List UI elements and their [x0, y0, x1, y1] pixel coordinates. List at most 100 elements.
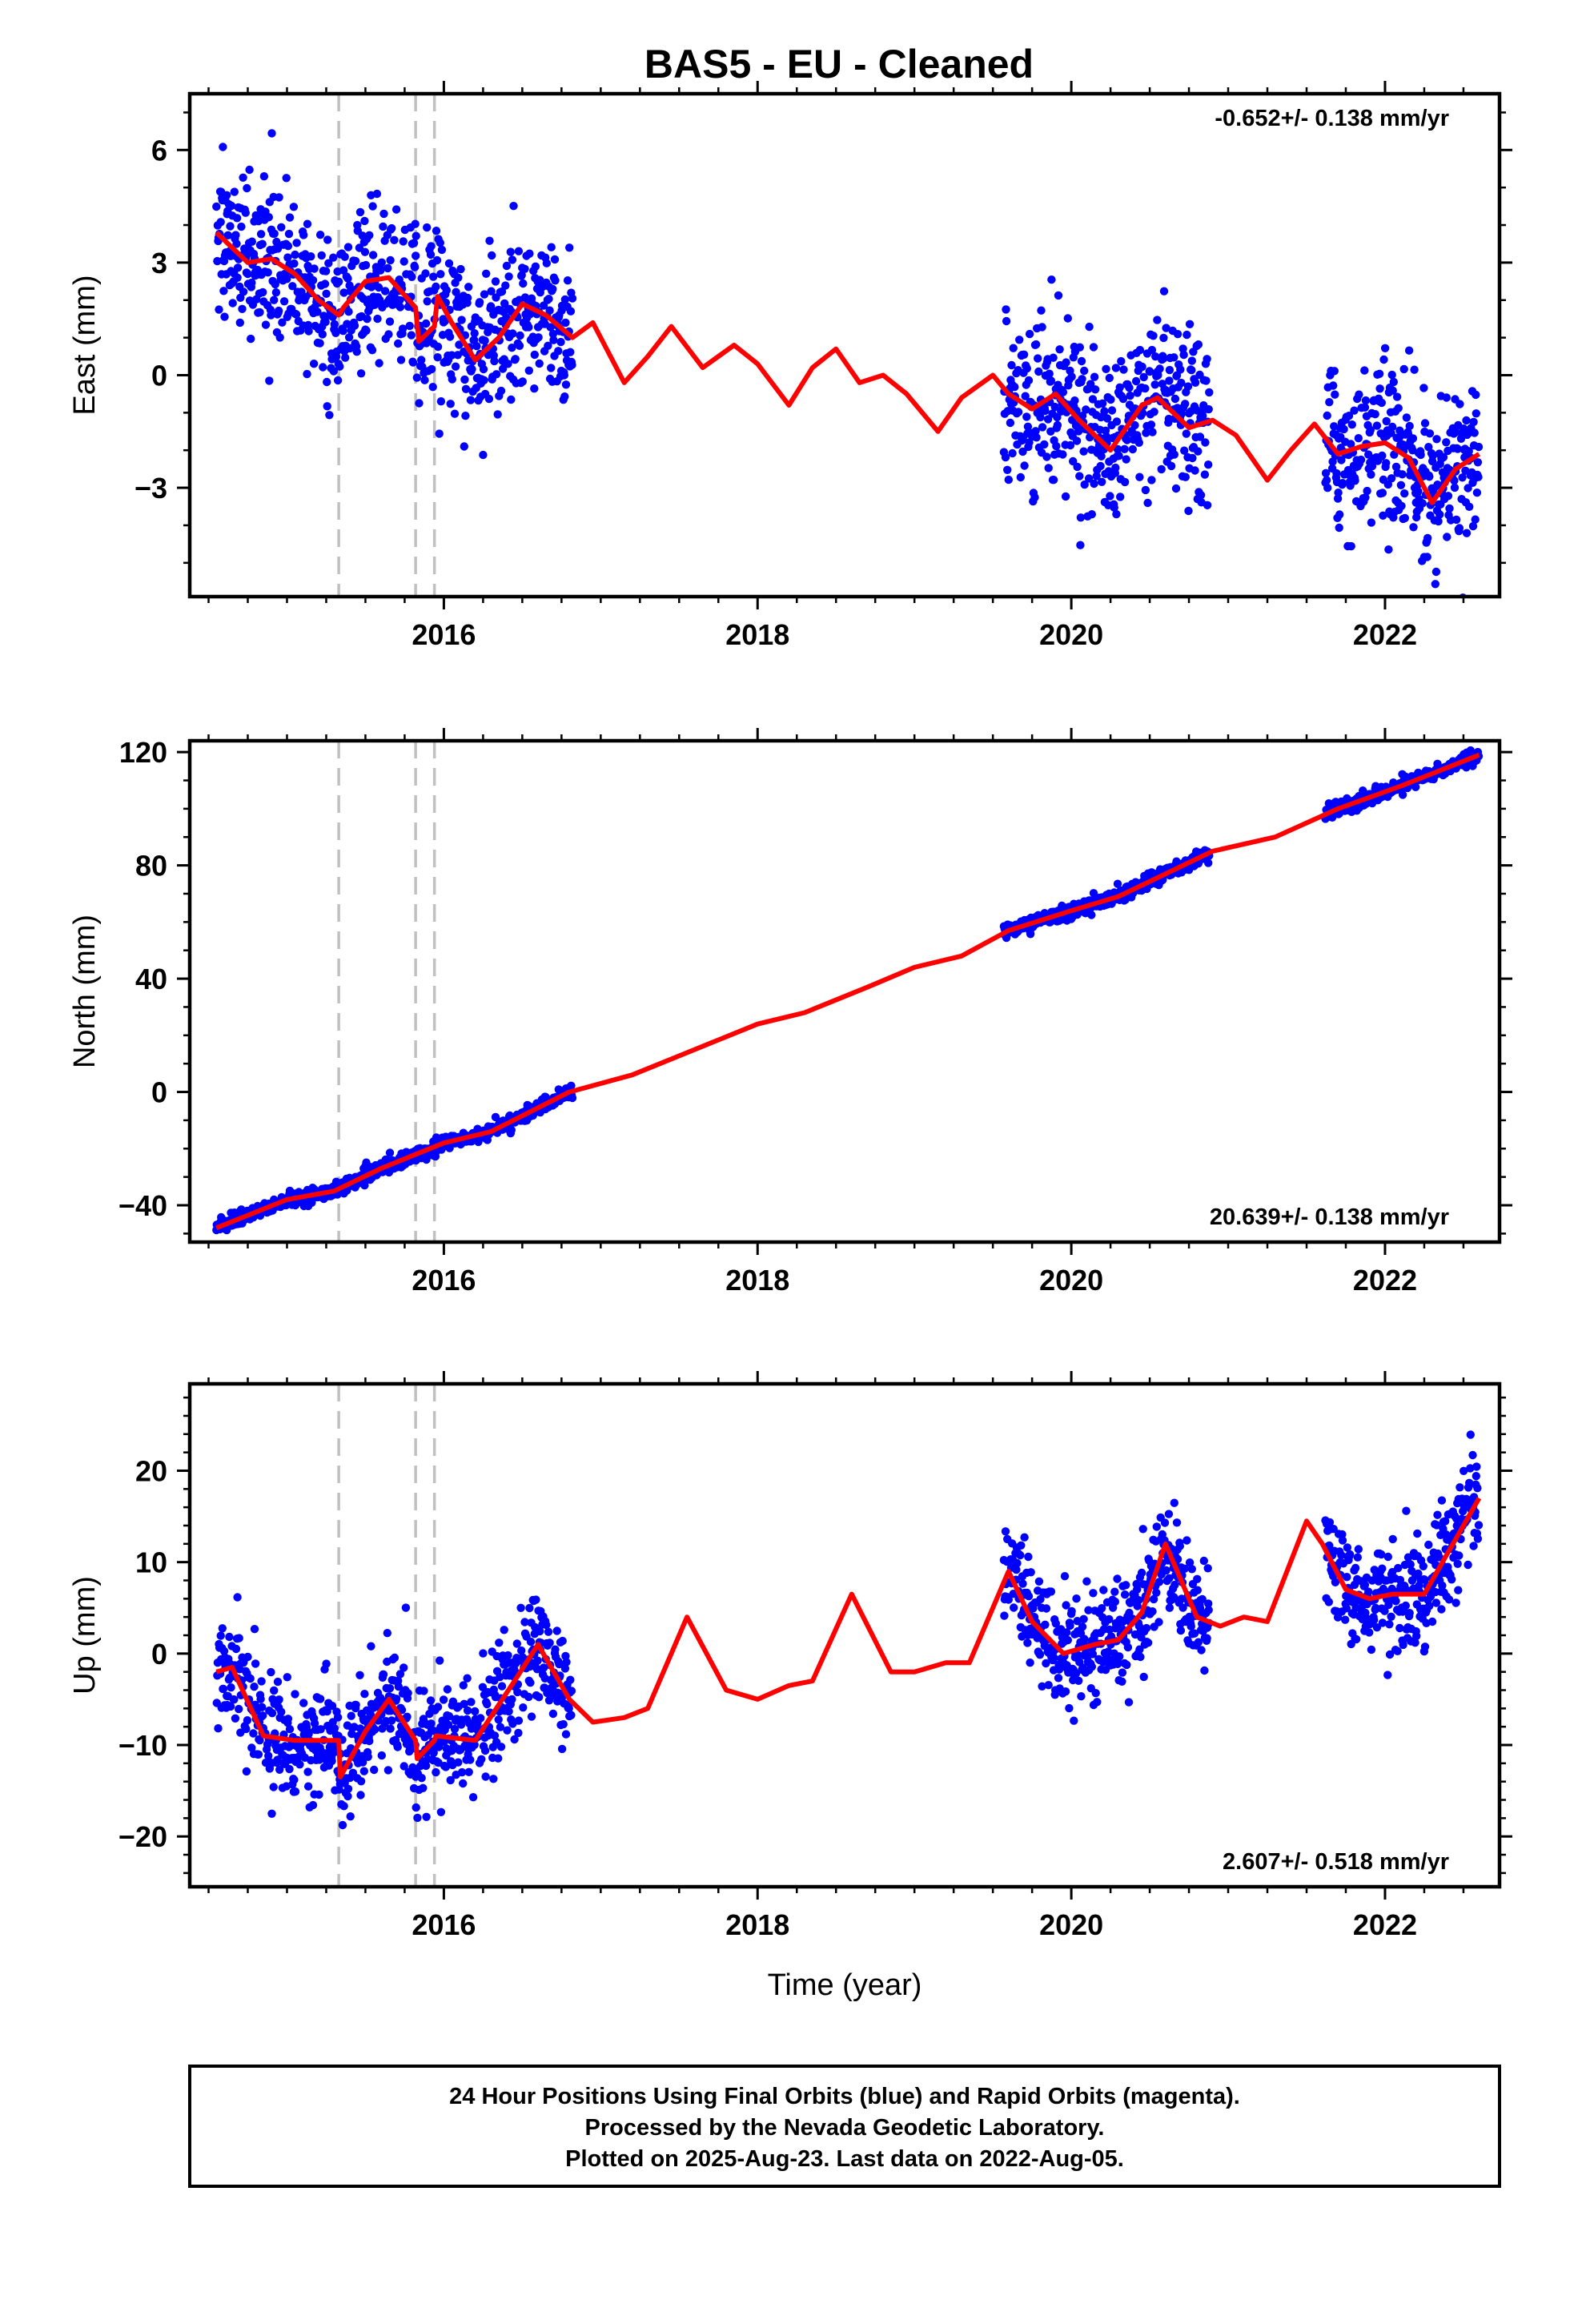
- east-point: [231, 231, 240, 239]
- up-point: [1067, 1606, 1076, 1616]
- east-point: [259, 172, 269, 181]
- up-point: [218, 1624, 227, 1633]
- north-frame: [187, 738, 1502, 1244]
- east-point: [534, 333, 543, 342]
- east-point: [412, 251, 420, 260]
- up-point: [1414, 1569, 1423, 1578]
- east-point: [1367, 518, 1376, 527]
- east-point: [365, 231, 374, 239]
- east-point: [282, 174, 291, 183]
- up-point: [1071, 1669, 1081, 1678]
- up-y-tick-0: −20: [118, 1820, 167, 1853]
- up-point: [539, 1663, 548, 1672]
- east-point: [307, 252, 315, 261]
- east-point: [1090, 372, 1099, 381]
- up-point: [235, 1704, 243, 1714]
- up-point: [235, 1634, 243, 1642]
- up-point: [385, 1684, 395, 1693]
- east-point: [216, 218, 225, 227]
- east-point: [1431, 580, 1440, 589]
- up-point: [246, 1674, 255, 1683]
- east-point: [1474, 472, 1483, 481]
- east-point: [1181, 400, 1190, 408]
- up-point: [377, 1751, 386, 1760]
- east-point: [1080, 480, 1089, 489]
- east-point: [1185, 320, 1195, 328]
- up-point: [267, 1667, 275, 1677]
- up-point: [1199, 1556, 1209, 1566]
- east-point: [1443, 492, 1453, 501]
- up-point: [1412, 1631, 1421, 1641]
- east-point: [1110, 503, 1118, 512]
- east-point: [1398, 470, 1407, 479]
- up-point: [1099, 1586, 1108, 1594]
- up-point: [555, 1659, 564, 1669]
- up-point: [264, 1751, 273, 1760]
- up-point: [496, 1743, 506, 1751]
- east-point: [1122, 455, 1130, 464]
- east-point: [468, 364, 476, 374]
- east-point: [1171, 484, 1181, 493]
- east-point: [212, 202, 221, 211]
- up-y-tick-1: −10: [118, 1729, 167, 1762]
- east-point: [1371, 410, 1379, 419]
- east-point: [228, 299, 237, 308]
- east-point: [1329, 381, 1338, 390]
- east-point: [1394, 404, 1403, 412]
- east-point: [1360, 403, 1370, 412]
- east-point: [1025, 329, 1034, 339]
- east-point: [1408, 434, 1418, 443]
- east-point: [426, 250, 436, 259]
- up-point: [1004, 1595, 1014, 1604]
- east-point: [464, 283, 473, 292]
- up-point: [359, 1767, 368, 1775]
- up-point: [477, 1755, 486, 1763]
- up-point: [1123, 1642, 1133, 1652]
- up-point: [1325, 1518, 1335, 1527]
- east-point: [384, 330, 393, 339]
- up-rate-label: 2.607+/- 0.518 mm/yr: [1223, 1849, 1449, 1875]
- east-point: [396, 296, 404, 304]
- east-point: [391, 205, 401, 214]
- up-point: [1105, 1614, 1114, 1624]
- east-point: [1194, 447, 1203, 456]
- up-point: [1371, 1603, 1380, 1613]
- east-point: [1338, 479, 1347, 488]
- east-point: [1006, 418, 1015, 428]
- east-point: [1456, 400, 1464, 408]
- east-point: [1100, 407, 1109, 416]
- east-point: [1061, 492, 1070, 501]
- east-point: [1102, 364, 1110, 373]
- east-point: [1323, 411, 1331, 420]
- east-point: [323, 377, 331, 387]
- east-point: [446, 400, 455, 408]
- up-point: [343, 1784, 353, 1793]
- east-point: [1443, 533, 1452, 541]
- east-point: [1082, 405, 1090, 414]
- east-point: [525, 310, 535, 319]
- east-point: [1092, 472, 1101, 480]
- up-point: [347, 1711, 355, 1720]
- east-x-tick-2020: 2020: [1039, 618, 1103, 651]
- east-point: [1409, 523, 1418, 532]
- up-point: [413, 1813, 422, 1823]
- up-point: [1170, 1580, 1179, 1590]
- up-point: [553, 1697, 562, 1706]
- up-point: [504, 1707, 513, 1716]
- north-y-tick-4: 120: [119, 736, 167, 769]
- east-point: [1034, 367, 1043, 376]
- north-y-tick-1: 0: [151, 1076, 167, 1109]
- east-point: [1205, 388, 1214, 397]
- east-point: [1058, 450, 1067, 459]
- east-point: [263, 268, 272, 277]
- up-point: [308, 1800, 318, 1810]
- east-point: [1078, 412, 1087, 420]
- up-point: [1122, 1660, 1131, 1670]
- east-point: [367, 346, 377, 355]
- up-point: [1138, 1525, 1147, 1534]
- up-point: [393, 1743, 402, 1751]
- up-point: [391, 1695, 401, 1703]
- up-point: [1197, 1646, 1206, 1655]
- east-panel: 2016 2018 2020 2022 −3 0 3 6 East (mm) -0.652+/- …: [68, 81, 1512, 651]
- east-point: [514, 247, 524, 255]
